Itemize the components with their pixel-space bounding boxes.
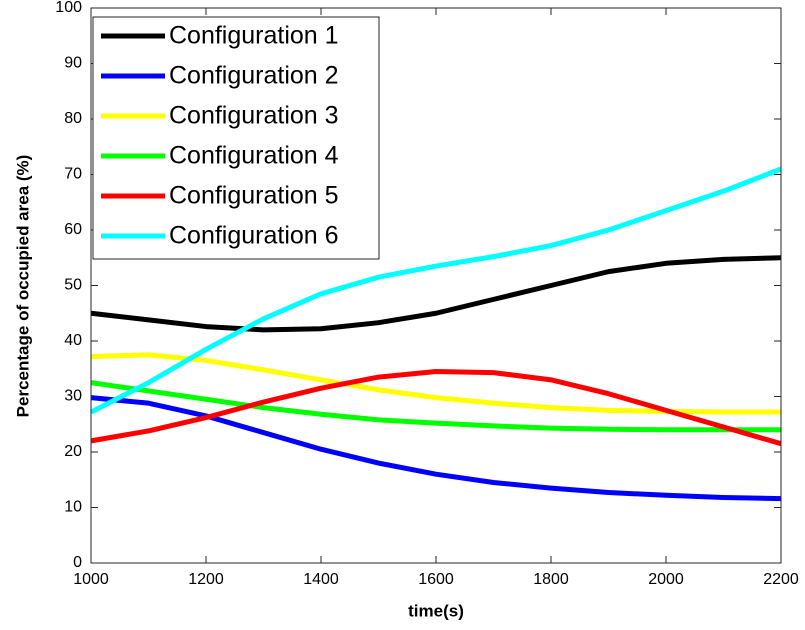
y-tick-label: 100 — [55, 0, 82, 16]
x-tick-label: 1400 — [303, 571, 339, 588]
x-tick-label: 1600 — [418, 571, 454, 588]
y-tick-label: 60 — [64, 221, 82, 238]
y-axis-label: Percentage of occupied area (%) — [13, 155, 32, 418]
x-tick-label: 1000 — [73, 571, 109, 588]
y-tick-label: 40 — [64, 332, 82, 349]
x-tick-label: 1800 — [533, 571, 569, 588]
y-tick-label: 30 — [64, 388, 82, 405]
y-tick-label: 0 — [73, 554, 82, 571]
legend-label: Configuration 6 — [169, 222, 339, 250]
y-tick-label: 70 — [64, 166, 82, 183]
y-tick-label: 90 — [64, 55, 82, 72]
x-tick-label: 1200 — [188, 571, 224, 588]
legend-label: Configuration 2 — [169, 62, 339, 90]
legend-label: Configuration 4 — [169, 142, 339, 170]
legend-box — [92, 16, 380, 260]
series-line — [89, 166, 782, 415]
y-tick-label: 20 — [64, 443, 82, 460]
legend-label: Configuration 1 — [169, 22, 339, 50]
y-tick-label: 10 — [64, 499, 82, 516]
series-line — [90, 255, 782, 333]
x-axis-label: time(s) — [408, 601, 464, 620]
axes-box — [90, 7, 782, 564]
legend: Configuration 1 Configuration 2 Configurat… — [92, 16, 380, 260]
series-line — [90, 369, 782, 447]
legend-label: Configuration 3 — [169, 102, 339, 130]
x-tick-label: 2000 — [648, 571, 684, 588]
y-tick-label: 80 — [64, 110, 82, 127]
series-line — [90, 380, 781, 433]
y-tick-label: 50 — [64, 277, 82, 294]
legend-label: Configuration 5 — [169, 182, 339, 210]
x-tick-label: 2200 — [763, 571, 799, 588]
